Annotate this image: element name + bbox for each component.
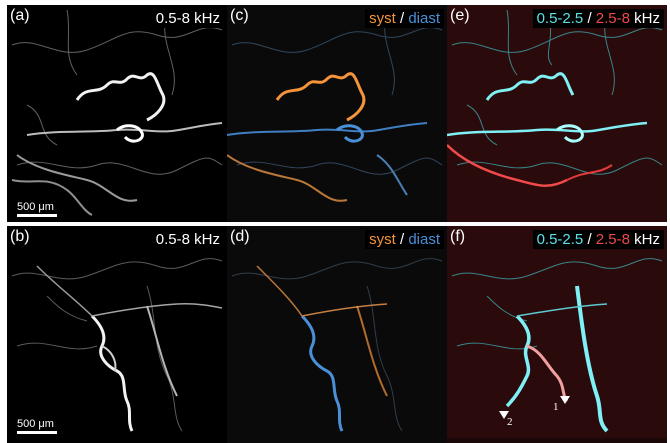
frequency-bands-label-f: 0.5-2.5 / 2.5-8 kHz [532, 230, 664, 249]
separator-d: / [395, 231, 409, 248]
diast-label-d: diast [408, 231, 440, 248]
panel-b: (b) 0.5-8 kHz 500 μm [7, 226, 227, 443]
cardiac-phase-label-d: syst / diast [365, 230, 444, 249]
arrow-1-label: 1 [553, 401, 559, 413]
separator-c: / [395, 10, 409, 27]
panel-label-a: (a) [10, 7, 30, 24]
panel-label-d: (d) [230, 228, 250, 245]
scale-bar-line-b [17, 431, 57, 434]
low-band-label-f: 0.5-2.5 [536, 231, 584, 248]
vessel-image-f [447, 226, 667, 438]
panel-e: (e) 0.5-2.5 / 2.5-8 kHz [447, 5, 667, 222]
vessel-image-d [231, 258, 443, 432]
vessel-image-a [11, 9, 223, 216]
vessel-image-e [447, 5, 667, 222]
frequency-band-label-b: 0.5-8 kHz [151, 230, 224, 249]
separator-f: / [583, 231, 596, 248]
scale-bar-line-a [17, 214, 57, 217]
panel-label-f: (f) [450, 228, 466, 245]
scale-bar-b: 500 μm [17, 418, 57, 434]
syst-label-d: syst [369, 231, 396, 248]
frequency-band-label-a: 0.5-8 kHz [151, 9, 224, 28]
panel-f: (f) 0.5-2.5 / 2.5-8 kHz 1 2 [447, 226, 667, 443]
low-band-label-e: 0.5-2.5 [536, 10, 584, 27]
panel-label-b: (b) [10, 228, 30, 245]
panel-c: (c) syst / diast [227, 5, 447, 222]
arrow-2-icon [499, 411, 509, 419]
diast-label-c: diast [408, 10, 440, 27]
arrow-1-icon [560, 396, 570, 404]
syst-label-c: syst [369, 10, 396, 27]
scale-bar-a: 500 μm [17, 201, 57, 217]
panel-label-c: (c) [230, 7, 249, 24]
cardiac-phase-label-c: syst / diast [365, 9, 444, 28]
vessel-image-b [11, 258, 223, 432]
arrow-2-label: 2 [507, 416, 513, 428]
panel-d: (d) syst / diast [227, 226, 447, 443]
high-band-label-e: 2.5-8 [595, 10, 630, 27]
panel-a: (a) 0.5-8 kHz 500 μm [7, 5, 227, 222]
unit-label-f: kHz [630, 231, 660, 248]
separator-e: / [583, 10, 596, 27]
panel-label-e: (e) [450, 7, 470, 24]
unit-label-e: kHz [630, 10, 660, 27]
frequency-bands-label-e: 0.5-2.5 / 2.5-8 kHz [532, 9, 664, 28]
scale-bar-label-a: 500 μm [17, 201, 54, 213]
high-band-label-f: 2.5-8 [595, 231, 630, 248]
vessel-image-c [227, 9, 443, 202]
scale-bar-label-b: 500 μm [17, 418, 54, 430]
